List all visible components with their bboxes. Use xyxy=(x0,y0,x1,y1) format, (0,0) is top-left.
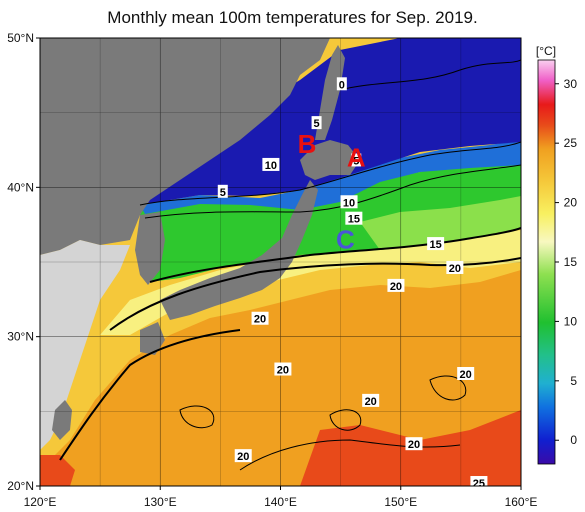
contour-label: 10 xyxy=(265,160,277,172)
lat-tick-label: 40°N xyxy=(7,180,34,194)
contour-label: 5 xyxy=(353,155,359,167)
colorbar: [°C] 30 25 20 15 10 5 0 xyxy=(536,44,577,465)
contour-eddy-3 xyxy=(179,405,215,429)
contour-label: 20 xyxy=(365,396,377,408)
contour-eddy-2 xyxy=(429,375,467,401)
isotherm-20 xyxy=(109,257,521,331)
contour-label-bg xyxy=(351,153,362,167)
contour-label-bg xyxy=(446,260,464,274)
marker-c: C xyxy=(336,225,355,255)
contour-label: 5 xyxy=(314,118,320,130)
contour-label: 20 xyxy=(254,314,266,326)
isotherm-25 xyxy=(59,329,241,461)
contour-label: 20 xyxy=(408,439,420,451)
japan-hokkaido-land xyxy=(300,140,360,180)
colorbar-tick-label: 30 xyxy=(564,77,578,91)
contour-label: 15 xyxy=(429,239,441,251)
contour-eddy-1 xyxy=(329,409,362,431)
continent-lowland xyxy=(40,240,130,450)
contour-label-bg xyxy=(234,449,252,463)
contour-label-bg xyxy=(274,362,292,376)
contour-label: 20 xyxy=(277,365,289,377)
map-area: 0 5 5 5 10 10 15 15 20 20 20 20 20 20 20 20 25 AB C xyxy=(40,38,521,490)
contour-label: 20 xyxy=(390,281,402,293)
contour-label-bg xyxy=(217,184,228,198)
contour-label: 10 xyxy=(343,197,355,209)
continent-land xyxy=(40,38,330,255)
lon-tick-label: 120°E xyxy=(24,495,57,509)
isotherm-15 xyxy=(149,227,521,283)
contour-lines xyxy=(59,59,521,471)
contour-label: 25 xyxy=(473,478,485,490)
marker-a: A xyxy=(347,142,366,172)
contour-label-bg xyxy=(340,195,358,209)
lat-tick-label: 20°N xyxy=(7,479,34,493)
contour-label: 20 xyxy=(237,451,249,463)
lon-tick-label: 130°E xyxy=(144,495,177,509)
isotherm-5 xyxy=(139,141,521,206)
contour-label: 15 xyxy=(348,214,360,226)
grid-lines xyxy=(40,38,521,486)
contour-label-bg xyxy=(336,77,347,91)
colorbar-tick-label: 15 xyxy=(564,255,578,269)
lon-tick-label: 160°E xyxy=(505,495,538,509)
ocean-cool-region xyxy=(140,140,521,214)
sakhalin-land xyxy=(315,45,345,140)
colorbar-gradient xyxy=(537,59,556,465)
contour-label-bg xyxy=(362,393,380,407)
korea-land xyxy=(135,212,165,285)
latitude-axis: 50°N 40°N 30°N 20°N xyxy=(7,31,40,493)
isotherm-20-south xyxy=(239,439,461,471)
contour-label-bg xyxy=(387,278,405,292)
contour-label-bg xyxy=(457,367,475,380)
lat-tick-label: 50°N xyxy=(7,31,34,45)
marker-layer: AB C xyxy=(298,129,366,255)
contour-label-bg xyxy=(345,211,363,225)
ocean-lightyellow-region xyxy=(100,230,521,335)
isotherm-0 xyxy=(339,59,521,91)
colorbar-tick-label: 25 xyxy=(564,136,578,150)
lon-tick-label: 140°E xyxy=(264,495,297,509)
contour-label: 0 xyxy=(339,79,345,91)
kyushu-land xyxy=(140,322,165,355)
contour-label: 20 xyxy=(449,263,461,275)
contour-label-bg xyxy=(262,157,280,171)
colorbar-tick-label: 0 xyxy=(570,433,577,447)
contour-label: 20 xyxy=(460,369,472,381)
colorbar-tick-label: 10 xyxy=(564,314,578,328)
contour-label: 5 xyxy=(220,187,226,199)
japan-honshu-land xyxy=(160,180,318,320)
lon-tick-label: 150°E xyxy=(384,495,417,509)
ocean-lightgreen-region xyxy=(360,196,521,250)
contour-label-bg xyxy=(311,116,322,130)
contour-label-bg xyxy=(427,237,445,251)
longitude-axis: 120°E 130°E 140°E 150°E 160°E xyxy=(24,486,538,509)
ocean-hot-patch-west xyxy=(40,455,75,486)
colorbar-unit-label: [°C] xyxy=(536,44,556,58)
contour-label-bg xyxy=(251,311,269,325)
taiwan-land xyxy=(52,400,72,440)
colorbar-tick-label: 20 xyxy=(564,196,578,210)
contour-label-layer: 0 5 5 5 10 10 15 15 20 20 20 20 20 20 20 20 25 xyxy=(217,77,488,490)
colorbar-tick-label: 5 xyxy=(570,374,577,388)
map-title: Monthly mean 100m temperatures for Sep. … xyxy=(107,8,478,27)
colorbar-ticks: 30 25 20 15 10 5 0 xyxy=(555,77,577,447)
ocean-green-region xyxy=(140,160,521,282)
marker-b: B xyxy=(298,129,317,159)
contour-label-bg xyxy=(470,476,488,486)
lat-tick-label: 30°N xyxy=(7,330,34,344)
contour-label-bg xyxy=(405,437,423,451)
